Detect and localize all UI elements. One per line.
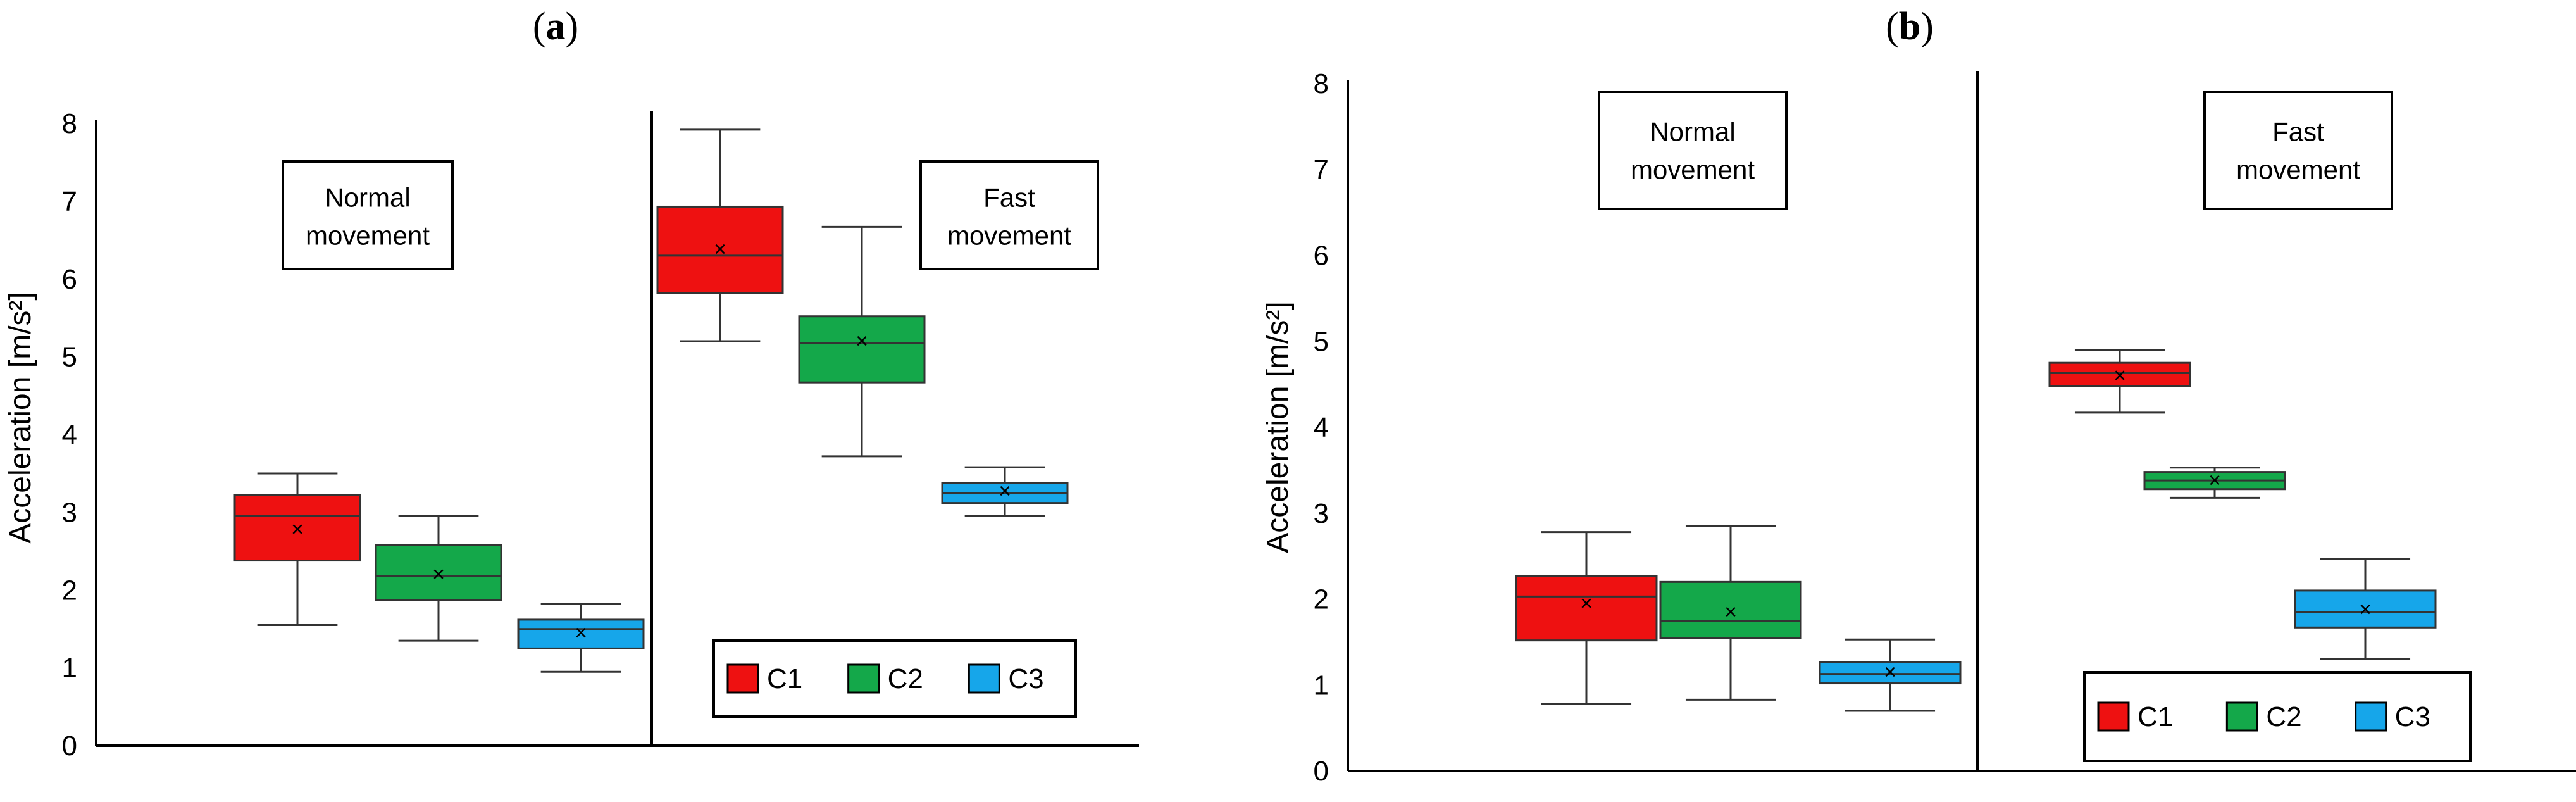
y-tick-label: 2 <box>1314 584 1329 615</box>
panel-label-letter: a <box>546 5 566 48</box>
mean-marker: × <box>291 517 304 541</box>
legend-label-c2: C2 <box>2266 701 2301 732</box>
mean-marker: × <box>1580 591 1593 615</box>
box-body <box>1515 575 1658 642</box>
group-label-frame <box>282 160 454 270</box>
box-body <box>517 618 645 649</box>
box-c2-normal: × <box>375 515 502 642</box>
y-tick-label: 7 <box>1314 154 1329 185</box>
y-tick-label: 4 <box>1314 412 1329 443</box>
y-axis-title: Acceleration [m/s²] <box>4 292 37 543</box>
mean-marker: × <box>1884 660 1896 684</box>
box-c2-fast: × <box>798 225 926 458</box>
box-body <box>798 315 926 384</box>
box-c2-normal: × <box>1659 525 1802 701</box>
mean-marker: × <box>1724 600 1737 624</box>
group-label-box-fast: Fast movement <box>2203 91 2393 210</box>
mean-marker: × <box>999 479 1011 503</box>
group-label-frame <box>2203 91 2393 210</box>
legend-frame <box>712 639 1077 718</box>
legend-label-c1: C1 <box>767 663 802 694</box>
legend-label-c3: C3 <box>1008 663 1043 694</box>
y-tick-label: 5 <box>62 342 77 373</box>
group-label: Normal movement <box>1631 117 1755 185</box>
mean-marker: × <box>432 563 445 587</box>
chart-panel-b: (b) 0 1 2 3 4 5 6 7 8 Acceleration [m/s²] × × × Normal… <box>1261 5 2576 787</box>
legend-swatch-c2 <box>2225 701 2258 732</box>
y-tick-label: 3 <box>1314 498 1329 529</box>
box-c3-fast: × <box>2294 558 2437 661</box>
y-tick-label: 6 <box>1314 241 1329 272</box>
legend: C1 C2 C3 <box>2083 671 2472 762</box>
y-tick-label: 1 <box>62 653 77 684</box>
legend-label-c1: C1 <box>2137 701 2173 732</box>
group-label: Fast movement <box>2236 117 2360 185</box>
mean-marker: × <box>2208 468 2221 492</box>
box-c1-normal: × <box>233 472 361 627</box>
chart-panel-a: (a) 0 1 2 3 4 5 6 7 8 Acceleration [m/s²] × × × Normal… <box>4 5 1139 761</box>
y-axis-title: Acceleration [m/s²] <box>1261 301 1295 553</box>
group-label: Normal movement <box>306 182 430 250</box>
box-c3-fast: × <box>941 466 1069 518</box>
mean-marker: × <box>2113 364 2126 388</box>
y-tick-label: 8 <box>62 108 77 139</box>
box-c3-normal: × <box>517 603 645 673</box>
y-tick-label: 1 <box>1314 670 1329 701</box>
legend-swatch-c1 <box>726 663 759 694</box>
y-tick-label: 7 <box>62 186 77 217</box>
y-tick-label: 4 <box>62 420 77 451</box>
group-label-frame <box>1598 91 1788 210</box>
mean-marker: × <box>714 237 726 261</box>
legend-swatch-c2 <box>847 663 880 694</box>
y-tick-label: 0 <box>62 730 77 761</box>
legend: C1 C2 C3 <box>712 639 1077 718</box>
y-tick-label: 0 <box>1314 756 1329 787</box>
box-c1-fast: × <box>656 128 784 342</box>
panel-label: (b) <box>1886 5 1934 48</box>
group-label-box-normal: Normal movement <box>282 160 454 270</box>
legend-frame <box>2083 671 2472 762</box>
panel-label-letter: b <box>1899 5 1920 48</box>
group-label-box-normal: Normal movement <box>1598 91 1788 210</box>
y-tick-label: 5 <box>1314 326 1329 357</box>
y-tick-label: 2 <box>62 575 77 606</box>
box-body <box>375 544 502 601</box>
mean-marker: × <box>856 329 868 353</box>
y-tick-label: 8 <box>1314 68 1329 99</box>
mean-marker: × <box>2359 598 2372 622</box>
legend-label-c2: C2 <box>888 663 923 694</box>
y-tick-label: 3 <box>62 497 77 528</box>
box-body <box>233 494 361 562</box>
panel-label: (a) <box>533 5 578 48</box>
group-label-box-fast: Fast movement <box>919 160 1099 270</box>
legend-label-c3: C3 <box>2395 701 2430 732</box>
box-c1-normal: × <box>1515 531 1658 705</box>
box-c3-normal: × <box>1819 638 1962 712</box>
box-body <box>1819 661 1962 685</box>
box-body <box>1659 580 1802 639</box>
legend-swatch-c3 <box>968 663 1000 694</box>
legend-swatch-c3 <box>2355 701 2387 732</box>
mean-marker: × <box>575 621 587 645</box>
group-label-frame <box>919 160 1099 270</box>
box-body <box>2294 589 2437 629</box>
box-body <box>656 205 784 294</box>
group-label: Fast movement <box>947 182 1071 250</box>
legend-swatch-c1 <box>2097 701 2130 732</box>
box-c2-fast: × <box>2143 467 2286 499</box>
box-body <box>2048 361 2191 387</box>
y-tick-label: 6 <box>62 264 77 295</box>
box-c1-fast: × <box>2048 349 2191 414</box>
